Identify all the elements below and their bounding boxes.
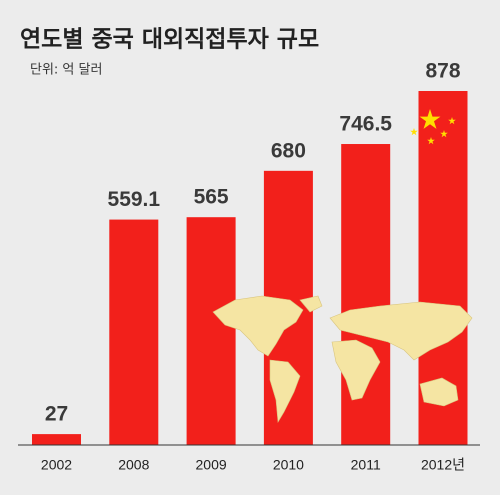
africa <box>331 339 381 401</box>
greenland <box>299 295 323 313</box>
value-label: 27 <box>45 403 68 426</box>
north-america <box>212 295 304 357</box>
eurasia <box>329 301 473 361</box>
bar <box>32 434 81 445</box>
value-label: 878 <box>425 60 460 83</box>
world-map <box>212 295 473 423</box>
bar <box>186 217 236 445</box>
australia <box>419 377 459 407</box>
x-tick-label: 2009 <box>196 457 227 473</box>
x-tick-label: 2011 <box>351 457 381 473</box>
bar <box>109 219 159 445</box>
star <box>440 130 448 138</box>
x-tick-label: 2002 <box>41 457 72 473</box>
star <box>410 128 418 136</box>
south-america <box>269 359 301 423</box>
star <box>419 109 441 129</box>
star <box>448 117 456 125</box>
chart-subtitle: 단위: 억 달러 <box>30 63 102 78</box>
value-label: 680 <box>271 139 306 162</box>
x-tick-label: 2012년 <box>421 457 465 473</box>
star <box>427 137 435 145</box>
flag-stars <box>410 109 456 145</box>
bar <box>341 144 391 446</box>
x-tick-label: 2010 <box>273 457 304 473</box>
value-label: 565 <box>194 186 229 209</box>
value-label: 559.1 <box>108 188 161 211</box>
x-tick-label: 2008 <box>118 457 149 473</box>
value-label: 746.5 <box>339 113 392 136</box>
chart-title: 연도별 중국 대외직접투자 규모 <box>20 27 319 53</box>
